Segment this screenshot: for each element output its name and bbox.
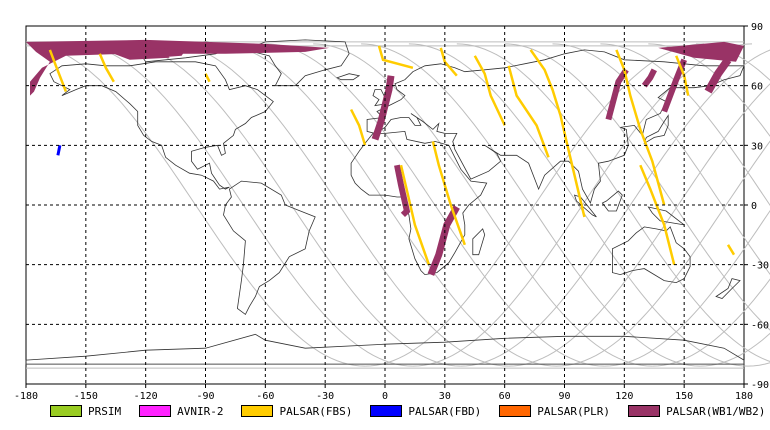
x-tick-label: 180 — [735, 391, 753, 402]
y-tick-label: 90 — [751, 22, 763, 33]
y-tick-label: -60 — [751, 320, 769, 331]
swath-fbd-1 — [56, 145, 62, 156]
orbit-track — [652, 278, 770, 367]
land-madagascar — [472, 228, 486, 256]
land-antarctica — [25, 333, 745, 365]
longitude-ticks: -180 -150 -120 -90 -60 -30 0 30 60 90 120 150 180 — [14, 384, 753, 402]
x-tick-label: -30 — [316, 391, 334, 402]
legend-item-prsim: PRSIM — [50, 405, 121, 418]
swath-fbs-6 — [507, 65, 550, 158]
land-indonesia-borneo — [601, 190, 623, 212]
x-tick-label: 90 — [558, 391, 570, 402]
swath-wb-china — [605, 68, 629, 121]
x-tick-label: -120 — [134, 391, 158, 402]
y-tick-label: -90 — [751, 380, 769, 391]
legend-label-palsar-plr: PALSAR(PLR) — [537, 404, 611, 418]
swath-fbs-15 — [204, 73, 211, 83]
legend-label-prsim: PRSIM — [88, 404, 122, 418]
land-new-guinea — [647, 206, 685, 226]
legend-swatch-palsar-wb — [628, 405, 661, 417]
land-north-america — [49, 61, 274, 190]
x-tick-label: 150 — [675, 391, 693, 402]
x-tick-label: -150 — [74, 391, 98, 402]
swath-wb-east-asia — [661, 58, 687, 113]
swath-fbs-3 — [349, 108, 367, 146]
map-frame — [25, 25, 745, 385]
orbit-track — [365, 43, 705, 367]
swath-fbs-14 — [726, 244, 736, 256]
swath-wb-canada — [145, 47, 186, 58]
swath-fbs-9 — [615, 49, 666, 206]
swath-fbs-8 — [529, 49, 586, 218]
legend-swatch-palsar-plr — [499, 405, 532, 417]
land-africa — [350, 130, 488, 276]
orbit-track — [508, 83, 770, 367]
legend-item-palsar-fbd: PALSAR(FBD) — [370, 405, 481, 418]
legend-label-palsar-fbd: PALSAR(FBD) — [408, 404, 482, 418]
x-tick-label: 0 — [382, 391, 388, 402]
swath-fbs-7 — [473, 55, 506, 126]
x-tick-label: -180 — [14, 391, 38, 402]
legend-label-avnir2: AVNIR-2 — [177, 404, 224, 418]
land-australia — [612, 226, 691, 284]
swath-wb-arctic — [26, 39, 330, 96]
legend-item-palsar-fbs: PALSAR(FBS) — [241, 405, 352, 418]
legend: PRSIM AVNIR-2 PALSAR(FBS) PALSAR(FBD) PA… — [50, 403, 770, 419]
land-japan — [643, 114, 669, 145]
legend-item-palsar-plr: PALSAR(PLR) — [499, 405, 610, 418]
y-tick-label: -30 — [751, 261, 769, 272]
y-tick-label: 30 — [751, 141, 763, 152]
legend-swatch-palsar-fbd — [370, 405, 403, 417]
x-tick-label: 60 — [499, 391, 511, 402]
swath-fbs-4 — [399, 164, 431, 266]
swath-wb-siberia-top — [658, 41, 744, 62]
x-tick-label: -60 — [256, 391, 274, 402]
orbit-track — [696, 43, 770, 81]
land-south-america — [223, 180, 316, 316]
swath-wb-africa-west — [394, 164, 411, 218]
legend-label-palsar-fbs: PALSAR(FBS) — [279, 404, 353, 418]
legend-swatch-palsar-fbs — [241, 405, 274, 417]
land-new-zealand — [715, 278, 741, 299]
y-tick-label: 60 — [751, 82, 763, 93]
swath-wb-siberia — [641, 68, 657, 88]
legend-item-avnir2: AVNIR-2 — [139, 405, 223, 418]
swath-fbs-1 — [48, 49, 68, 93]
swath-fbs-2 — [98, 53, 115, 83]
swath-fbs-5 — [431, 141, 466, 246]
orbit-track — [700, 332, 770, 367]
x-tick-label: 30 — [439, 391, 451, 402]
y-tick-label: 0 — [751, 201, 757, 212]
x-tick-label: -90 — [196, 391, 214, 402]
legend-swatch-avnir2 — [139, 405, 172, 417]
legend-item-palsar-wb: PALSAR(WB1/WB2) — [628, 405, 765, 418]
swath-fbs-10 — [639, 164, 676, 266]
latitude-ticks: 90 60 30 0 -30 -60 -90 — [744, 22, 769, 391]
orbit-track — [556, 140, 770, 367]
land-iceland — [336, 73, 361, 81]
swath-fbs-12 — [377, 45, 414, 70]
x-tick-label: 120 — [615, 391, 633, 402]
orbit-track — [604, 209, 770, 367]
swath-fbs-13 — [439, 47, 458, 77]
legend-swatch-prsim — [50, 405, 82, 417]
legend-label-palsar-wb: PALSAR(WB1/WB2) — [666, 404, 766, 418]
